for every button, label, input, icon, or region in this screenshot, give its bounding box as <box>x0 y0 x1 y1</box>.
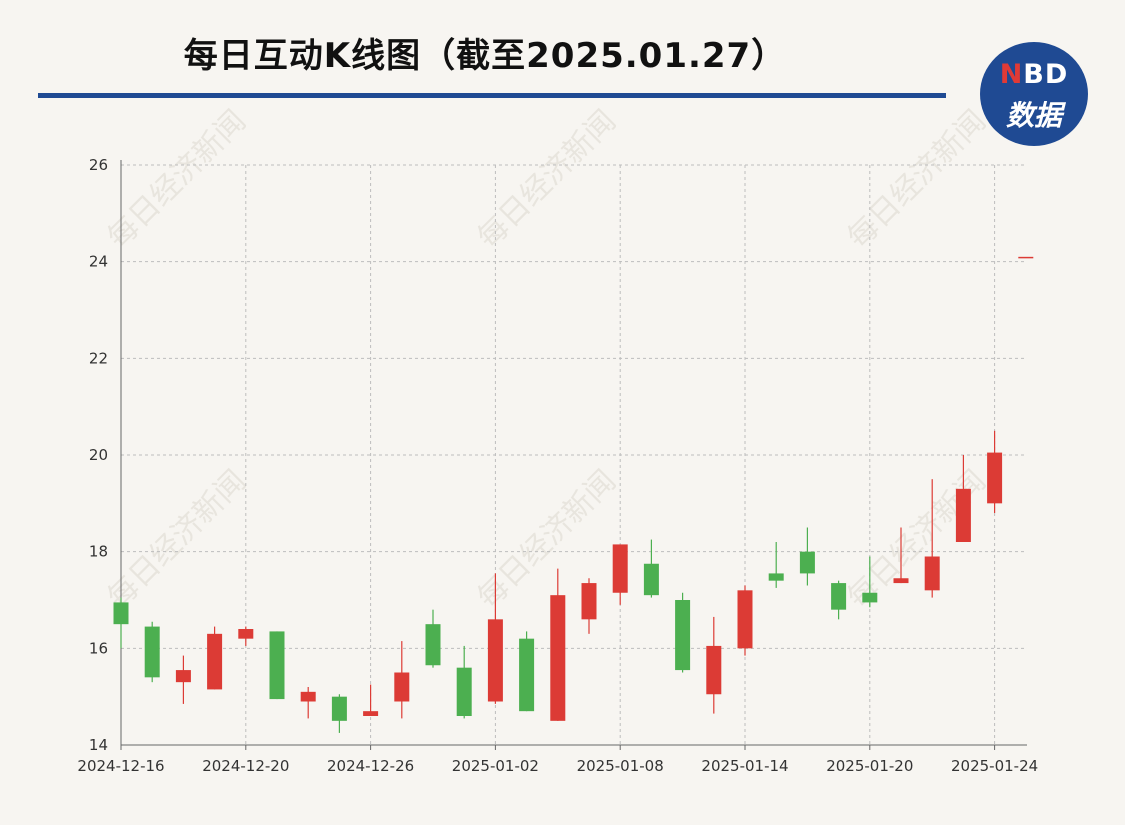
logo-bd: BD <box>1023 59 1069 90</box>
chart-title: 每日互动K线图（截至2025.01.27） <box>183 36 787 76</box>
candle-body <box>799 551 815 574</box>
logo-n: N <box>999 59 1024 90</box>
y-tick-label: 22 <box>89 349 108 367</box>
x-tick-label: 2025-01-14 <box>701 757 788 775</box>
watermark-text: 每日经济新闻 <box>841 104 993 256</box>
candle-body <box>706 645 722 695</box>
candle-body <box>987 452 1003 504</box>
candle-body <box>550 595 566 721</box>
candle-body <box>675 600 691 671</box>
candle-body <box>831 583 847 610</box>
y-tick-label: 24 <box>89 253 108 271</box>
watermark-text: 每日经济新闻 <box>471 464 623 616</box>
nbd-logo: NBD 数据 <box>980 42 1088 146</box>
title-underline <box>38 93 946 98</box>
candle-body <box>144 626 160 678</box>
candle-body <box>893 578 909 584</box>
candle-body <box>955 488 971 542</box>
candle-body <box>113 602 129 625</box>
candle-body <box>581 583 597 620</box>
y-tick-label: 18 <box>89 543 108 561</box>
watermark-text: 每日经济新闻 <box>101 464 253 616</box>
y-tick-label: 14 <box>89 736 108 754</box>
x-tick-label: 2024-12-26 <box>327 757 414 775</box>
candle-body <box>1018 256 1034 259</box>
x-tick-label: 2025-01-02 <box>452 757 539 775</box>
candle-body <box>519 638 535 712</box>
candle-body <box>269 631 285 700</box>
x-tick-label: 2024-12-16 <box>77 757 164 775</box>
candle-body <box>394 672 410 702</box>
candle-body <box>456 667 472 716</box>
watermark-text: 每日经济新闻 <box>471 104 623 256</box>
candle-body <box>363 711 379 716</box>
candle-body <box>425 624 441 666</box>
candle-body <box>487 619 503 702</box>
candle-body <box>175 670 191 683</box>
logo-line2: 数据 <box>1005 99 1062 132</box>
x-tick-label: 2025-01-24 <box>951 757 1038 775</box>
candle-body <box>862 592 878 603</box>
candle-body <box>207 633 223 690</box>
candle-body <box>612 544 628 593</box>
x-tick-label: 2025-01-20 <box>826 757 913 775</box>
y-tick-label: 26 <box>89 156 108 174</box>
x-tick-label: 2025-01-08 <box>577 757 664 775</box>
y-tick-label: 16 <box>89 639 108 657</box>
candle-body <box>238 629 254 639</box>
candle-body <box>331 696 347 721</box>
candle-body <box>737 590 753 649</box>
candle-body <box>924 556 940 591</box>
y-tick-label: 20 <box>89 446 108 464</box>
candle-body <box>768 573 784 581</box>
candle-body <box>643 563 659 596</box>
candle-body <box>300 691 316 702</box>
watermark-text: 每日经济新闻 <box>101 104 253 256</box>
logo-line1: NBD <box>980 59 1088 90</box>
x-tick-label: 2024-12-20 <box>202 757 289 775</box>
